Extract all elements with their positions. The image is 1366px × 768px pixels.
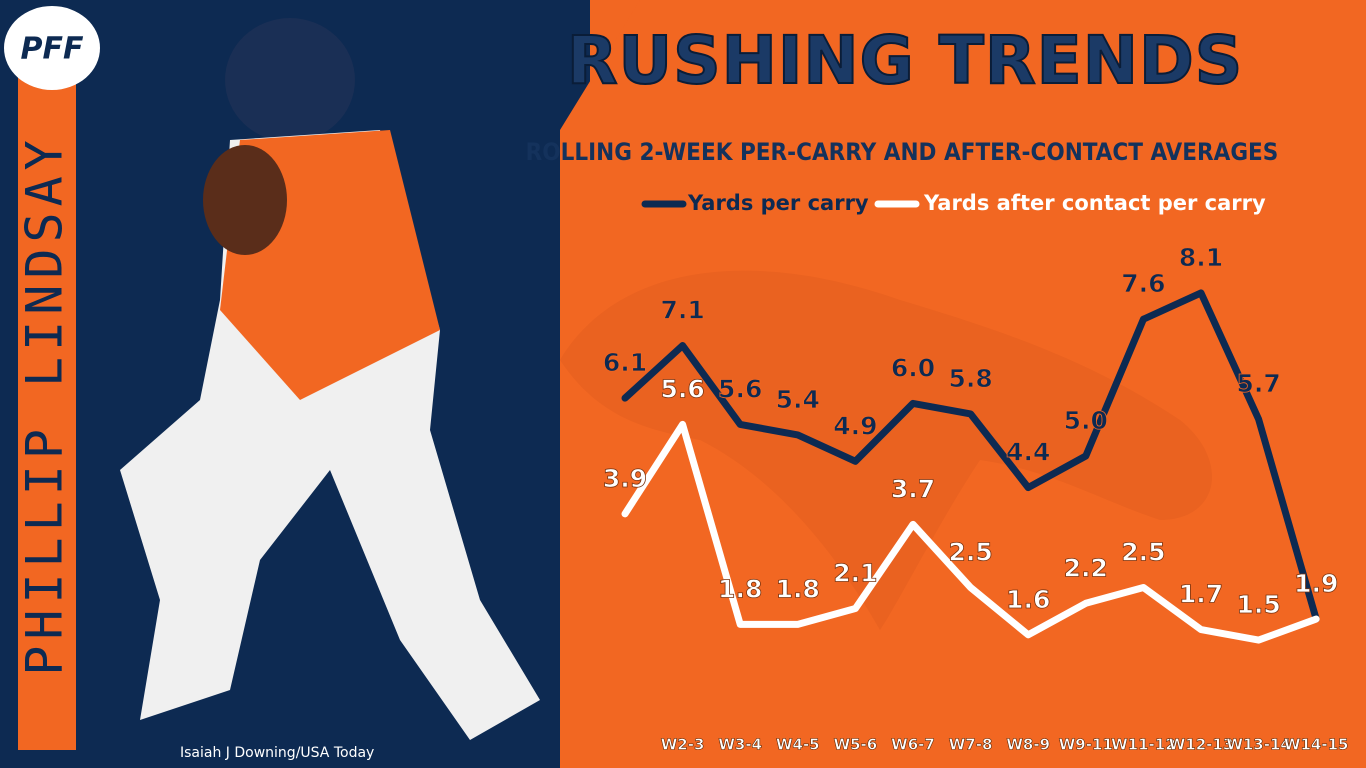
legend-label: Yards after contact per carry [923, 191, 1266, 215]
series-line [621, 289, 1320, 623]
x-tick-label: W13-14 [1226, 736, 1291, 754]
data-label: 5.0 [1064, 406, 1108, 435]
data-label: 1.8 [718, 574, 762, 603]
data-label: 2.1 [833, 559, 877, 588]
x-tick-label: W6-7 [891, 736, 935, 754]
x-tick-label: W9-11 [1059, 736, 1113, 754]
panel-edge [560, 0, 640, 768]
data-label: 2.5 [948, 538, 992, 567]
photo-credit: Isaiah J Downing/USA Today [180, 745, 374, 761]
data-label: 1.5 [1236, 590, 1280, 619]
logo-watermark [560, 270, 1213, 630]
x-tick-label: W8-9 [1006, 736, 1050, 754]
data-label: 1.6 [1006, 585, 1050, 614]
data-label: 5.7 [1236, 369, 1280, 398]
x-tick-label: W5-6 [834, 736, 878, 754]
data-label: 5.4 [776, 385, 820, 414]
x-tick-label: W12-13 [1169, 736, 1234, 754]
data-label: 1.7 [1179, 580, 1223, 609]
x-tick-label: W14-15 [1284, 736, 1349, 754]
data-label: 7.6 [1121, 269, 1165, 298]
chart-title: RUSHING TRENDS [567, 22, 1244, 99]
data-label: 1.8 [776, 574, 820, 603]
chart-subtitle: ROLLING 2-WEEK PER-CARRY AND AFTER-CONTA… [526, 138, 1279, 166]
x-tick-label: W4-5 [776, 736, 820, 754]
data-label: 5.6 [660, 374, 704, 403]
data-label: 1.9 [1294, 569, 1338, 598]
legend-label: Yards per carry [687, 191, 869, 215]
data-label: 4.4 [1006, 438, 1050, 467]
data-label: 3.9 [603, 464, 647, 493]
x-tick-label: W3-4 [718, 736, 762, 754]
data-label: 6.1 [603, 348, 647, 377]
data-label: 4.9 [833, 411, 877, 440]
data-label: 2.2 [1064, 553, 1108, 582]
data-label: 5.6 [718, 374, 762, 403]
name-stripe [18, 60, 76, 750]
x-tick-label: W2-3 [661, 736, 705, 754]
x-tick-label: W7-8 [949, 736, 993, 754]
logo: PFF [21, 32, 84, 67]
data-label: 7.1 [660, 296, 704, 325]
player-name: PHILLIP LINDSAY [16, 134, 74, 676]
data-label: 3.7 [891, 474, 935, 503]
data-label: 8.1 [1179, 243, 1223, 272]
series-line [621, 420, 1320, 644]
data-label: 6.0 [891, 353, 935, 382]
player-photo [120, 18, 540, 740]
logo-badge [4, 6, 100, 90]
data-label: 2.5 [1121, 538, 1165, 567]
x-tick-label: W11-12 [1111, 736, 1176, 754]
data-label: 5.8 [948, 364, 992, 393]
